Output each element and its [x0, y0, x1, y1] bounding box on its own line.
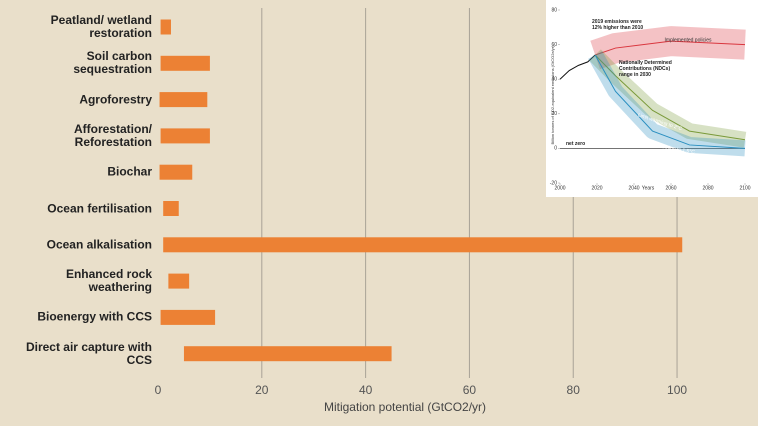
category-label: Ocean alkalisation — [46, 237, 152, 252]
x-tick-label: 2060 — [665, 185, 676, 191]
y-tick-label: -20 — [550, 180, 557, 186]
y-tick-label: 20 — [551, 111, 557, 117]
bar — [168, 273, 190, 289]
annotation: net zero — [566, 141, 585, 147]
inset-background — [546, 0, 758, 197]
category-label: Biochar — [107, 164, 152, 179]
annotation-line: Nationally Determined — [619, 60, 672, 66]
bar — [160, 309, 216, 325]
annotation: Nationally Determined Contributions (NDCs… — [619, 60, 672, 78]
category-label: Enhanced rock weathering — [65, 267, 152, 295]
series-line — [594, 54, 746, 149]
x-tick-label: 2020 — [591, 185, 602, 191]
bar — [183, 346, 392, 362]
annotation-line: 12% higher than 2010 — [592, 25, 643, 31]
y-tick-label: 0 — [554, 146, 557, 152]
bar — [160, 128, 210, 144]
series-line — [594, 54, 746, 141]
annotation-line: net zero — [566, 141, 585, 147]
y-tick-label: 40 — [551, 77, 557, 83]
x-tick-label: 100 — [667, 383, 687, 397]
x-tick-label: 2040 — [628, 185, 639, 191]
x-tick-label: 0 — [155, 383, 162, 397]
annotation: 2019 emissions were 12% higher than 2010 — [592, 19, 643, 31]
bar — [160, 55, 210, 71]
bar — [163, 237, 683, 253]
series-label: Implemented policies — [665, 37, 712, 43]
x-tick-label: 20 — [255, 383, 269, 397]
category-label: Agroforestry — [79, 92, 152, 107]
category-label: Ocean fertilisation — [47, 201, 152, 215]
annotation-line: Contributions (NDCs) — [619, 66, 670, 72]
category-label: Afforestation/ Reforestation — [74, 121, 152, 149]
bar — [160, 19, 171, 35]
series-line — [594, 40, 746, 56]
x-tick-label: 2000 — [554, 185, 565, 191]
y-tick-label: 60 — [551, 42, 557, 48]
x-tick-label: 2080 — [702, 185, 713, 191]
x-axis-label: Years — [642, 185, 655, 191]
category-label: Peatland/ wetland restoration — [50, 13, 152, 40]
series-line — [559, 54, 596, 80]
category-label: Direct air capture with CCS — [25, 339, 152, 367]
bar — [159, 92, 208, 108]
x-axis-label: Mitigation potential (GtCO2/yr) — [324, 400, 486, 414]
category-label: Bioenergy with CCS — [37, 309, 152, 324]
x-tick-label: 60 — [463, 383, 477, 397]
bar — [159, 164, 193, 180]
annotation-line: 2019 emissions were — [592, 19, 642, 25]
bar — [163, 201, 179, 216]
category-label: Soil carbon sequestration — [73, 49, 152, 77]
x-tick-label: 40 — [359, 383, 373, 397]
annotation-line: range in 2030 — [619, 72, 651, 78]
x-tick-label: 80 — [567, 383, 581, 397]
y-axis-label: Billion tonnes of CO2-equivalent emissio… — [550, 45, 555, 145]
y-tick-label: 80 — [551, 7, 557, 13]
x-tick-label: 2100 — [739, 185, 750, 191]
